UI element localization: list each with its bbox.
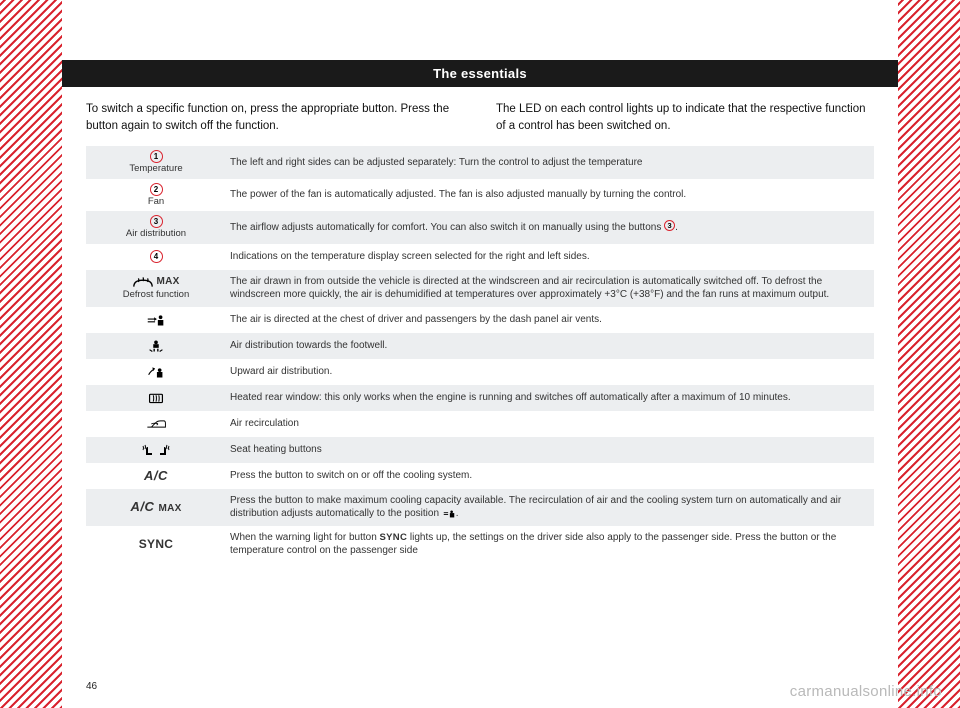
label-air-face <box>86 307 226 333</box>
air-face-inline-icon <box>442 509 456 518</box>
desc: The airflow adjusts automatically for co… <box>226 216 874 240</box>
label-ac: A/C <box>86 463 226 489</box>
label-air-distribution: 3 Air distribution <box>86 211 226 243</box>
table-row: A/C Press the button to switch on or off… <box>86 463 874 489</box>
table-row: Heated rear window: this only works when… <box>86 385 874 411</box>
air-foot-icon <box>145 339 167 353</box>
table-row: Air recirculation <box>86 411 874 437</box>
page-number: 46 <box>86 681 97 692</box>
table-row: Seat heating buttons <box>86 437 874 463</box>
table-row: 3 Air distribution The airflow adjusts a… <box>86 211 874 243</box>
page-content: The essentials To switch a specific func… <box>62 60 898 668</box>
desc: The air is directed at the chest of driv… <box>226 308 874 332</box>
label-ac-max: A/C MAX <box>86 494 226 520</box>
air-up-icon <box>145 365 167 379</box>
controls-table: 1 Temperature The left and right sides c… <box>86 146 874 562</box>
defrost-icon: MAX <box>132 275 179 289</box>
desc: Seat heating buttons <box>226 438 874 462</box>
table-row: 1 Temperature The left and right sides c… <box>86 146 874 178</box>
label-fan: 2 Fan <box>86 179 226 211</box>
desc: Press the button to switch on or off the… <box>226 464 874 488</box>
circled-2-icon: 2 <box>150 183 163 196</box>
label-defrost: MAX Defrost function <box>86 271 226 304</box>
seat-heat-icon <box>141 443 171 457</box>
label-seat-heating <box>86 437 226 463</box>
label-rear-defrost <box>86 385 226 411</box>
desc: Air distribution towards the footwell. <box>226 334 874 358</box>
intro-text: To switch a specific function on, press … <box>62 87 898 146</box>
sync-icon: SYNC <box>139 537 174 551</box>
table-row: Air distribution towards the footwell. <box>86 333 874 359</box>
table-row: MAX Defrost function The air drawn in fr… <box>86 270 874 307</box>
desc: The left and right sides can be adjusted… <box>226 151 874 175</box>
ac-icon: A/C <box>144 468 168 484</box>
circled-4-icon: 4 <box>150 250 163 263</box>
table-row: SYNC When the warning light for button S… <box>86 526 874 563</box>
desc: The power of the fan is automatically ad… <box>226 183 874 207</box>
label-air-foot <box>86 333 226 359</box>
label-temperature: 1 Temperature <box>86 146 226 178</box>
label-air-up <box>86 359 226 385</box>
hatch-left <box>0 0 62 708</box>
air-face-icon <box>145 313 167 327</box>
table-row: A/C MAX Press the button to make maximum… <box>86 489 874 526</box>
desc: Air recirculation <box>226 412 874 436</box>
desc: Upward air distribution. <box>226 360 874 384</box>
recirculation-icon <box>145 417 167 431</box>
table-row: 4 Indications on the temperature display… <box>86 244 874 270</box>
desc: Indications on the temperature display s… <box>226 245 874 269</box>
desc: The air drawn in from outside the vehicl… <box>226 270 874 307</box>
circled-3-icon: 3 <box>150 215 163 228</box>
desc: Heated rear window: this only works when… <box>226 386 874 410</box>
circled-1-icon: 1 <box>150 150 163 163</box>
table-row: Upward air distribution. <box>86 359 874 385</box>
label-recirculation <box>86 411 226 437</box>
hatch-right <box>898 0 960 708</box>
circled-3-inline-icon: 3 <box>664 220 675 231</box>
desc: When the warning light for button SYNC l… <box>226 526 874 563</box>
label-sync: SYNC <box>86 531 226 557</box>
sync-inline-icon: SYNC <box>380 532 408 543</box>
table-row: 2 Fan The power of the fan is automatica… <box>86 179 874 211</box>
ac-max-icon: A/C MAX <box>130 499 181 515</box>
page-title: The essentials <box>62 60 898 87</box>
watermark: carmanualsonline.info <box>790 683 942 700</box>
rear-defrost-icon <box>145 391 167 405</box>
table-row: The air is directed at the chest of driv… <box>86 307 874 333</box>
intro-left: To switch a specific function on, press … <box>86 101 464 134</box>
label-display: 4 <box>86 244 226 270</box>
intro-right: The LED on each control lights up to ind… <box>496 101 874 134</box>
desc: Press the button to make maximum cooling… <box>226 489 874 526</box>
